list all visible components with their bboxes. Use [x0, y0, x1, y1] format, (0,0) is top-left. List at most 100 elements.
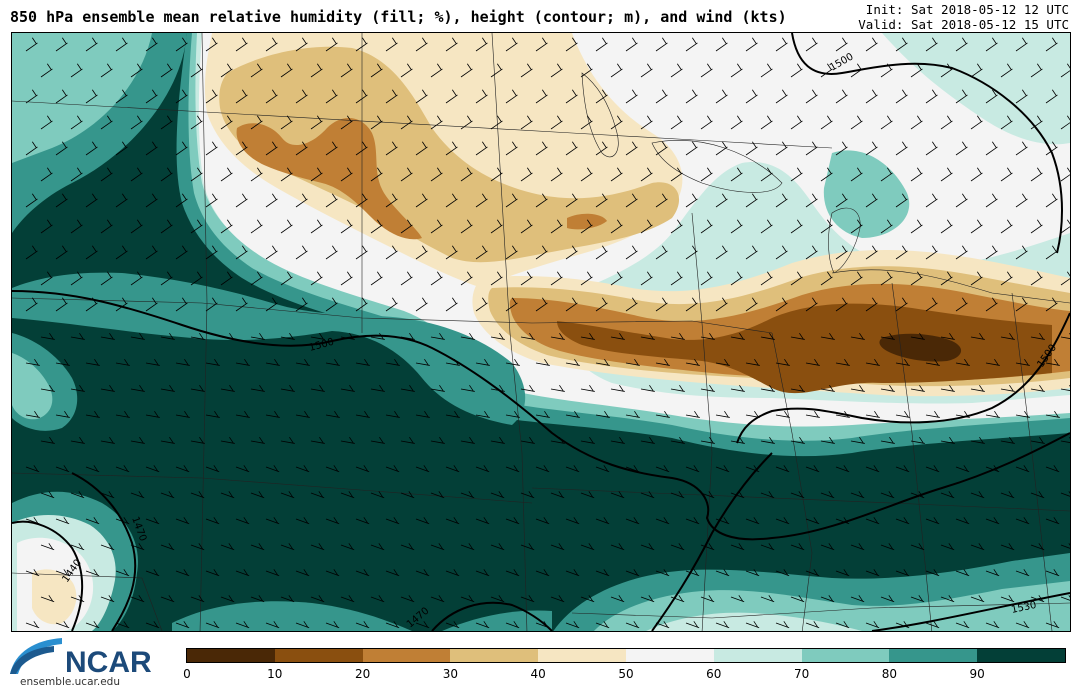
- wind-barb: [955, 141, 968, 156]
- colorbar-segment: [977, 649, 1065, 662]
- wind-barb: [340, 491, 355, 499]
- wind-barb: [790, 115, 803, 130]
- wind-barb: [160, 491, 175, 499]
- wind-barb: [490, 491, 505, 499]
- wind-barb: [535, 569, 550, 577]
- wind-barb: [265, 141, 278, 156]
- wind-barb: [715, 569, 730, 577]
- wind-barb: [310, 167, 323, 182]
- wind-barb: [400, 271, 413, 286]
- colorbar-tick-label: 20: [354, 667, 371, 681]
- wind-barb: [775, 193, 788, 208]
- wind-barb: [640, 271, 653, 286]
- wind-barb: [1060, 543, 1070, 549]
- wind-barb: [265, 569, 280, 577]
- wind-barb: [655, 193, 668, 208]
- wind-barb: [445, 89, 458, 104]
- wind-barb: [160, 595, 175, 603]
- wind-barb: [790, 595, 805, 603]
- wind-barb: [415, 89, 428, 104]
- wind-barb: [850, 63, 863, 78]
- wind-barb: [655, 89, 668, 104]
- colorbar: [186, 648, 1066, 663]
- wind-barb: [490, 332, 505, 340]
- wind-barb: [580, 384, 595, 392]
- wind-barb: [505, 141, 518, 156]
- wind-barb: [325, 89, 338, 104]
- wind-barb: [940, 384, 955, 392]
- wind-barb: [130, 543, 145, 551]
- wind-barb: [610, 543, 625, 551]
- wind-barb: [130, 115, 143, 130]
- init-time: Init: Sat 2018-05-12 12 UTC: [865, 2, 1069, 17]
- wind-barb: [295, 410, 310, 418]
- wind-barb: [460, 384, 475, 392]
- wind-barb: [580, 543, 595, 551]
- wind-barb: [760, 436, 775, 444]
- wind-barb: [1030, 543, 1045, 551]
- wind-barb: [535, 410, 550, 418]
- wind-barb: [910, 63, 923, 78]
- wind-barb: [850, 543, 865, 551]
- wind-barb: [955, 37, 968, 52]
- wind-barb: [295, 141, 308, 156]
- wind-barb: [715, 358, 730, 366]
- wind-barb: [835, 245, 848, 260]
- wind-barb: [670, 543, 685, 551]
- wind-barb: [175, 89, 188, 104]
- wind-barb: [805, 410, 820, 418]
- colorbar-tick-label: 10: [267, 667, 283, 681]
- wind-barb: [925, 465, 940, 473]
- wind-barb: [685, 465, 700, 473]
- wind-barb: [550, 271, 563, 286]
- wind-barb: [175, 569, 190, 577]
- wind-barb: [745, 141, 758, 156]
- wind-barb: [340, 436, 355, 444]
- wind-barb: [115, 297, 128, 312]
- wind-barb: [190, 491, 205, 499]
- wind-barb: [700, 491, 715, 499]
- wind-barb: [235, 465, 250, 473]
- wind-barb: [685, 297, 698, 312]
- wind-barb: [415, 465, 430, 473]
- rh-70-region-nw: [12, 33, 152, 163]
- wind-barb: [835, 37, 848, 52]
- wind-barb: [745, 569, 760, 577]
- wind-barb: [895, 410, 910, 418]
- wind-barb: [295, 517, 310, 525]
- wind-barb: [475, 410, 490, 418]
- wind-barb: [70, 167, 83, 182]
- wind-barb: [1000, 332, 1015, 340]
- wind-barb: [865, 465, 880, 473]
- wind-barb: [535, 621, 550, 629]
- wind-barb: [925, 517, 940, 525]
- wind-barb: [205, 297, 218, 312]
- wind-barb: [280, 115, 293, 130]
- wind-barb: [880, 436, 895, 444]
- wind-barb: [925, 193, 938, 208]
- wind-barb: [1060, 271, 1070, 286]
- wind-barb: [190, 115, 203, 130]
- wind-barb: [130, 595, 145, 603]
- wind-barb: [385, 465, 400, 473]
- wind-barb: [940, 115, 953, 130]
- colorbar-segment: [450, 649, 539, 662]
- wind-barb: [145, 569, 160, 577]
- wind-barb: [430, 115, 443, 130]
- wind-barb: [775, 297, 788, 312]
- wind-barb: [250, 332, 265, 340]
- wind-barb: [490, 167, 503, 182]
- wind-barb: [460, 491, 475, 499]
- wind-barb: [460, 219, 473, 234]
- wind-barb: [130, 219, 143, 234]
- wind-barb: [145, 358, 160, 366]
- wind-barb: [505, 569, 520, 577]
- wind-barb: [1030, 332, 1045, 340]
- wind-barb: [1060, 384, 1070, 391]
- wind-barb: [730, 332, 745, 340]
- wind-barb: [505, 410, 520, 418]
- wind-barb: [205, 193, 218, 208]
- wind-barb: [730, 63, 743, 78]
- wind-barb: [565, 465, 580, 473]
- wind-barb: [505, 37, 518, 52]
